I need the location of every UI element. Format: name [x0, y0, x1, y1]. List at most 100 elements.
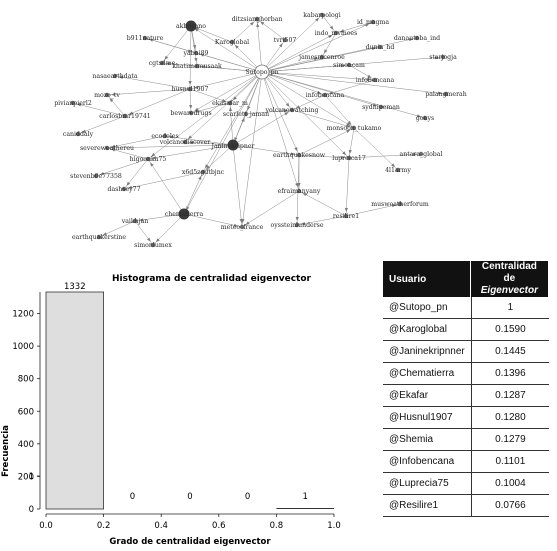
network-node	[188, 110, 194, 116]
network-edge	[261, 21, 374, 73]
network-node-label: Sutopo_pn	[245, 69, 278, 76]
network-node-label: simoncam	[333, 62, 365, 69]
edge-arrowhead	[340, 155, 346, 160]
network-node-label: cgtsdme	[149, 60, 176, 67]
edge-arrowhead	[81, 129, 87, 133]
network-node-label: jamesmcenroe	[298, 54, 345, 61]
edge-arrowhead	[168, 135, 174, 139]
edge-arrowhead	[300, 221, 306, 226]
network-node-label: infobencana	[356, 77, 395, 84]
edge-arrowhead	[187, 135, 192, 140]
network-node-label: monsoon_tukamo	[327, 125, 382, 132]
network-node	[229, 39, 235, 45]
network-edge	[298, 154, 350, 159]
edge-arrowhead	[250, 21, 255, 26]
network-node-label: id_magma	[357, 19, 389, 26]
network-edge	[261, 56, 323, 73]
edge-arrowhead	[294, 147, 298, 152]
network-node-label: tvri507	[274, 37, 297, 44]
network-node-label: meteo_france	[221, 224, 264, 231]
network-node	[322, 92, 328, 98]
network-node	[397, 201, 403, 207]
edge-arrowhead	[367, 74, 372, 79]
network-node	[185, 20, 197, 32]
network-node-label: dunia_hd	[366, 44, 395, 51]
network-edge	[261, 71, 447, 95]
network-node	[162, 133, 168, 139]
edge-arrowhead	[234, 44, 239, 49]
table-cell-value: 0.1004	[470, 473, 549, 495]
network-node	[319, 12, 325, 18]
histogram-bar	[276, 508, 334, 509]
x-axis: 0.0 0.2 0.4 0.6 0.8 1.0	[39, 513, 341, 531]
network-node	[112, 73, 118, 79]
y-tick-label: 400	[18, 440, 34, 450]
edge-arrowhead	[328, 34, 333, 39]
table-cell-user: @Resilire1	[383, 495, 471, 517]
table-cell-value: 0.1280	[470, 407, 549, 429]
edge-arrowhead	[102, 232, 107, 236]
network-node-label: infobencana	[306, 92, 345, 99]
y-axis-label: Frecuencia	[1, 425, 11, 477]
bar-count-label: 0	[130, 492, 135, 502]
table-cell-value: 1	[470, 297, 549, 319]
network-node	[227, 100, 233, 106]
edge-arrowhead	[313, 57, 319, 61]
table-row: @Chematierra 0.1396	[383, 363, 549, 385]
edge-arrowhead	[127, 185, 133, 189]
network-node-label: ekasafar_m	[212, 100, 248, 107]
x-tick-label: 0.6	[212, 521, 226, 531]
network-edge	[321, 14, 337, 34]
edge-arrowhead	[194, 109, 200, 113]
network-node-label: gonys	[416, 115, 434, 122]
network-node-label: b911nature	[127, 35, 164, 42]
edge-arrowhead	[155, 238, 160, 243]
network-edge	[261, 71, 300, 156]
edge-arrowhead	[164, 55, 169, 60]
network-edge	[184, 141, 234, 146]
x-axis-label: Grado de centralidad eigenvector	[109, 537, 271, 547]
network-edge	[261, 71, 355, 129]
table-cell-value: 0.1287	[470, 385, 549, 407]
edge-arrowhead	[241, 117, 245, 122]
edge-arrowhead	[260, 21, 265, 26]
network-node	[96, 234, 102, 240]
network-node	[243, 111, 249, 117]
table-cell-user: @Karoglobal	[383, 319, 471, 341]
edge-arrowhead	[329, 25, 334, 30]
network-edge	[241, 190, 300, 228]
network-edge	[261, 71, 350, 159]
header-user: Usuario	[383, 261, 471, 297]
network-edge	[261, 71, 293, 111]
network-node-label: earthquakerstine	[72, 234, 126, 241]
network-node-label: carlosbmr19741	[99, 113, 151, 120]
table-cell-value: 0.1590	[470, 319, 549, 341]
header-centrality-line1: Centralidad de	[481, 261, 537, 284]
edge-arrowhead	[339, 29, 345, 33]
network-edge	[189, 71, 263, 90]
network-node-label: caniddaly	[63, 131, 94, 138]
network-edge	[232, 144, 300, 156]
table-cell-value: 0.1279	[470, 429, 549, 451]
table-cell-user: @Sutopo_pn	[383, 297, 471, 319]
edge-arrowhead	[146, 237, 151, 242]
network-node	[132, 218, 138, 224]
network-node	[440, 54, 446, 60]
edge-arrowhead	[316, 90, 322, 94]
network-node-label: earthquakesnow	[273, 152, 326, 159]
network-edge	[189, 25, 192, 90]
table-row: @Husnul1907 0.1280	[383, 407, 549, 429]
edge-arrowhead	[328, 91, 334, 95]
bar-count-label: 1	[302, 492, 307, 502]
table-cell-value: 0.1101	[470, 451, 549, 473]
x-tick-label: 0.0	[39, 521, 53, 531]
network-node-label: danautoba_ind	[394, 35, 440, 42]
network-edge	[298, 127, 355, 156]
network-node-label: scarlett_jaman	[223, 111, 269, 118]
edge-arrowhead	[110, 144, 116, 148]
network-edge	[261, 14, 323, 73]
network-node-label: khatimamusaak	[172, 63, 222, 70]
bar-count-label: 0	[245, 492, 250, 502]
edge-arrowhead	[233, 223, 239, 227]
network-node-label: indo_mvmoes	[315, 30, 358, 37]
